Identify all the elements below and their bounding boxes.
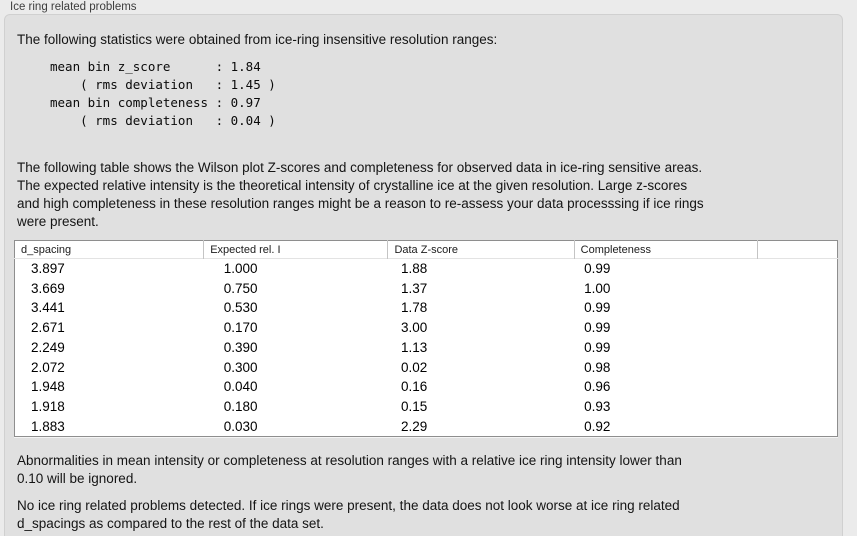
table-row[interactable]: 1.918 0.180 0.15 0.93 <box>15 397 838 417</box>
table-cell: 1.883 <box>31 418 65 434</box>
table-cell: 2.072 <box>31 359 65 375</box>
table-header-row: d_spacing Expected rel. I Data Z-score C… <box>14 240 838 259</box>
table-cell: 0.02 <box>400 359 428 375</box>
ice-ring-group-box: The following statistics were obtained f… <box>4 14 843 536</box>
table-row[interactable]: 3.897 1.000 1.88 0.99 <box>15 259 838 279</box>
table-cell: 2.29 <box>400 418 428 434</box>
table-row[interactable]: 2.671 0.170 3.00 0.99 <box>15 318 838 338</box>
table-cell: 0.99 <box>584 261 611 276</box>
table-row[interactable]: 2.072 0.300 0.02 0.98 <box>15 358 838 378</box>
table-cell: 1.000 <box>223 261 258 276</box>
table-cell: 1.13 <box>400 339 428 355</box>
table-cell <box>757 397 837 417</box>
table-cell: 0.040 <box>223 379 258 395</box>
table-row[interactable]: 3.441 0.530 1.78 0.99 <box>15 298 838 318</box>
table-cell <box>757 338 837 358</box>
table-row[interactable]: 2.249 0.390 1.13 0.99 <box>15 338 838 358</box>
column-header-completeness[interactable]: Completeness <box>573 240 758 259</box>
conclusion-text: No ice ring related problems detected. I… <box>17 498 680 531</box>
table-body: 3.897 1.000 1.88 0.99 3.669 0.750 1.37 1.00 3.44… <box>15 259 838 437</box>
column-header-data-z-score[interactable]: Data Z-score <box>387 240 575 259</box>
table-cell: 1.918 <box>31 398 65 414</box>
table-cell: 0.15 <box>400 398 428 414</box>
table-cell: 0.300 <box>223 359 258 375</box>
table-cell: 0.750 <box>223 280 258 296</box>
table-cell: 2.671 <box>31 320 65 336</box>
table-cell: 3.669 <box>31 280 65 296</box>
table-cell: 0.96 <box>584 379 611 395</box>
table-row[interactable]: 1.948 0.040 0.16 0.96 <box>15 377 838 397</box>
table-cell: 0.16 <box>400 379 428 395</box>
table-cell: 0.93 <box>584 398 611 414</box>
table-cell: 3.00 <box>400 320 428 336</box>
column-header-empty <box>756 240 838 259</box>
table-description-text: The following table shows the Wilson plo… <box>17 160 704 229</box>
table-cell: 0.530 <box>223 300 258 316</box>
table-cell <box>757 358 837 378</box>
table-cell: 1.78 <box>400 300 428 316</box>
table-cell: 0.170 <box>223 320 258 336</box>
group-box-title: Ice ring related problems <box>10 1 137 13</box>
column-header-expected-rel-i[interactable]: Expected rel. I <box>203 240 388 259</box>
table-cell: 3.897 <box>31 261 65 276</box>
column-header-d-spacing[interactable]: d_spacing <box>21 243 72 256</box>
table-cell: 0.030 <box>223 418 258 434</box>
table-cell: 0.180 <box>223 398 258 414</box>
table-cell: 0.99 <box>584 320 611 336</box>
table-cell <box>757 279 837 299</box>
table-cell: 1.948 <box>31 379 65 395</box>
table-cell: 2.249 <box>31 339 65 355</box>
intro-text: The following statistics were obtained f… <box>17 32 498 47</box>
table-cell: 0.98 <box>584 359 611 375</box>
stats-block: mean bin z_score : 1.84 ( rms deviation … <box>50 59 276 128</box>
table-cell <box>757 259 837 279</box>
table-cell <box>757 298 837 318</box>
table-cell <box>757 377 837 397</box>
table-row[interactable]: 1.883 0.030 2.29 0.92 <box>15 417 838 437</box>
table-cell: 3.441 <box>31 300 65 316</box>
table-cell: 0.92 <box>584 418 611 434</box>
table-cell: 1.88 <box>400 261 428 276</box>
table-cell: 1.00 <box>584 280 611 296</box>
table-cell: 0.99 <box>584 300 611 316</box>
table-row[interactable]: 3.669 0.750 1.37 1.00 <box>15 279 838 299</box>
table-cell: 1.37 <box>400 280 428 296</box>
ice-ring-table: d_spacing Expected rel. I Data Z-score C… <box>14 240 838 438</box>
table-cell <box>757 318 837 338</box>
table-cell: 0.99 <box>584 339 611 355</box>
table-cell: 0.390 <box>223 339 258 355</box>
ignore-note-text: Abnormalities in mean intensity or compl… <box>17 453 682 486</box>
table-cell <box>757 417 837 437</box>
